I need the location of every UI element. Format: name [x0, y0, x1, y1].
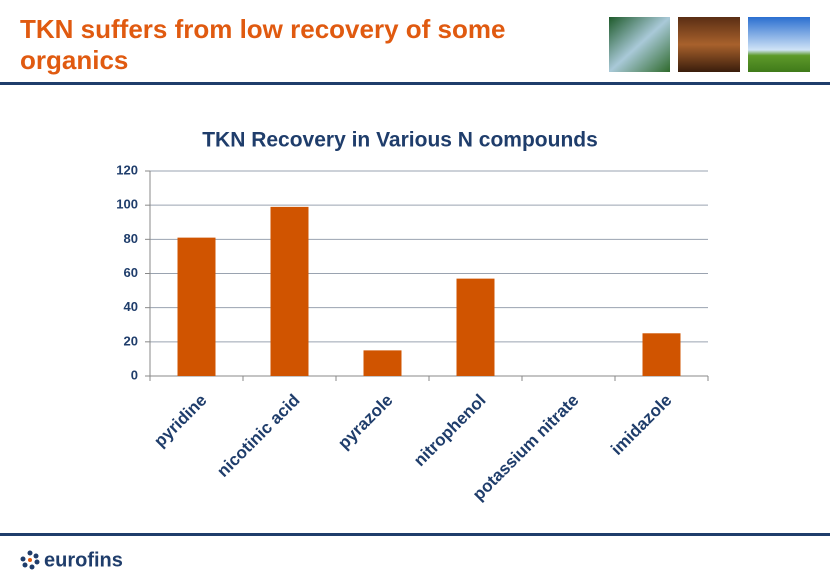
y-tick-label: 0: [131, 367, 138, 382]
x-tick-label: imidazole: [607, 391, 675, 459]
bar: [642, 333, 681, 376]
slide-title: TKN suffers from low recovery of some or…: [20, 14, 506, 75]
x-tick-label: pyridine: [150, 391, 210, 451]
bar: [270, 206, 309, 376]
bar: [456, 278, 495, 376]
photo-waterfall: [609, 17, 670, 72]
bar: [177, 237, 216, 376]
y-tick-label: 20: [124, 333, 138, 348]
x-tick-label: potassium nitrate: [469, 391, 583, 505]
footer-rule: [0, 533, 830, 536]
y-tick-label: 100: [116, 197, 138, 212]
bar: [363, 350, 402, 376]
y-tick-label: 80: [124, 231, 138, 246]
x-tick-label: nitrophenol: [410, 391, 490, 471]
x-tick-label: pyrazole: [334, 391, 396, 453]
y-tick-label: 40: [124, 299, 138, 314]
photo-field: [748, 17, 810, 72]
logo-text: eurofins: [44, 549, 123, 571]
logo-icon: [20, 550, 40, 570]
chart-title: TKN Recovery in Various N compounds: [202, 129, 598, 152]
y-tick-label: 120: [116, 162, 138, 177]
y-tick-label: 60: [124, 265, 138, 280]
photo-soil: [678, 17, 740, 72]
header-rule: [0, 82, 830, 85]
x-tick-label: nicotinic acid: [213, 391, 303, 481]
